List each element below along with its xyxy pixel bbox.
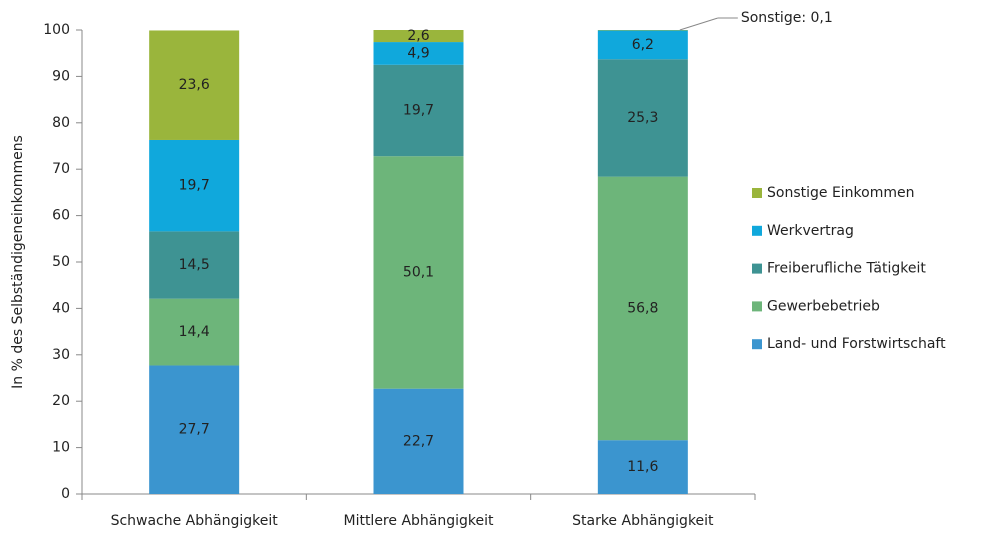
legend-label: Gewerbebetrieb [767,298,880,314]
leader-line [680,18,718,30]
legend-swatch [752,264,762,274]
y-tick-label: 0 [61,486,70,502]
value-label: 27,7 [179,422,210,438]
y-tick-label: 40 [52,300,70,316]
value-label: 6,2 [632,37,654,53]
legend-swatch [752,188,762,198]
value-label: 50,1 [403,264,434,280]
value-label: 19,7 [179,178,210,194]
x-tick-label: Mittlere Abhängigkeit [343,513,494,529]
value-label: 19,7 [403,103,434,119]
y-tick-label: 100 [43,22,70,38]
legend-label: Sonstige Einkommen [767,185,915,201]
y-tick-label: 50 [52,254,70,270]
value-label: 22,7 [403,433,434,449]
y-tick-label: 20 [52,393,70,409]
value-label: 14,5 [179,257,210,273]
legend-label: Land- und Forstwirtschaft [767,336,946,352]
y-tick-label: 80 [52,115,70,131]
y-tick-label: 10 [52,440,70,456]
value-label: 4,9 [407,45,429,61]
legend-label: Werkvertrag [767,223,854,239]
legend-swatch [752,339,762,349]
legend-swatch [752,301,762,311]
y-tick-label: 90 [52,68,70,84]
legend-label: Freiberufliche Tätigkeit [767,261,926,277]
y-tick-label: 60 [52,208,70,224]
x-tick-label: Schwache Abhängigkeit [111,513,279,529]
value-label: 14,4 [179,324,210,340]
legend-swatch [752,226,762,236]
value-label: Sonstige: 0,1 [741,10,833,26]
value-label: 11,6 [627,459,658,475]
value-label: 56,8 [627,300,658,316]
value-label: 25,3 [627,110,658,126]
y-axis-label: In % des Selbständigeneinkommens [10,135,26,389]
x-tick-label: Starke Abhängigkeit [572,513,714,529]
value-label: 23,6 [179,77,210,93]
y-tick-label: 70 [52,161,70,177]
value-label: 2,6 [407,28,429,44]
y-tick-label: 30 [52,347,70,363]
